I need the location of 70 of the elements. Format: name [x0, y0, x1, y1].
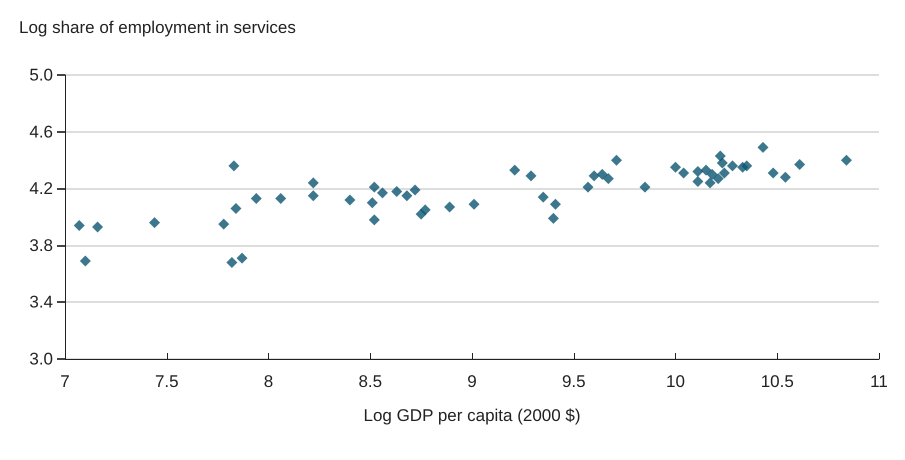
x-tick-label: 10.5 — [760, 372, 794, 391]
point — [718, 167, 730, 178]
y-tick-label: 3.8 — [29, 236, 53, 255]
point — [670, 162, 681, 173]
point — [74, 220, 85, 232]
point — [368, 182, 380, 193]
point — [639, 182, 650, 193]
x-tick-label: 8 — [264, 372, 274, 391]
point — [149, 217, 160, 228]
point — [610, 154, 622, 166]
x-tick-label: 9 — [467, 372, 477, 391]
point — [550, 198, 561, 210]
point — [726, 160, 738, 172]
point — [420, 204, 431, 216]
point — [526, 170, 537, 182]
point — [308, 190, 319, 202]
point — [700, 164, 712, 176]
point — [444, 202, 456, 213]
y-tick-label: 5.0 — [29, 66, 53, 84]
point — [780, 172, 791, 183]
point — [468, 198, 480, 210]
point — [236, 252, 248, 264]
point — [596, 168, 608, 180]
y-tick-label: 3.4 — [29, 292, 53, 312]
y-tick-label: 4.2 — [29, 179, 53, 198]
point — [92, 221, 104, 232]
x-tick-label: 11 — [870, 372, 888, 391]
point — [308, 177, 319, 188]
point — [758, 142, 769, 153]
point — [678, 167, 690, 178]
y-axis-title: Log share of employment in services — [19, 18, 296, 37]
x-tick-label: 10 — [666, 372, 685, 391]
point — [250, 193, 262, 204]
point — [401, 190, 412, 202]
point — [716, 158, 728, 169]
point — [538, 192, 549, 203]
point — [582, 182, 594, 193]
point — [548, 212, 559, 224]
point — [366, 197, 378, 208]
x-tick-label: 9.5 — [562, 372, 586, 391]
y-tick-label: 3.0 — [29, 350, 53, 368]
point — [714, 150, 726, 162]
point — [228, 160, 240, 172]
point — [704, 177, 716, 188]
point — [692, 176, 704, 187]
point — [509, 164, 520, 176]
x-axis-title: Log GDP per capita (2000 $) — [363, 406, 581, 425]
point — [840, 154, 852, 166]
point — [602, 173, 614, 184]
x-tick-label: 7.5 — [154, 372, 179, 391]
point — [588, 170, 600, 182]
y-tick-label: 4.6 — [29, 122, 53, 142]
point — [344, 194, 356, 206]
point — [712, 173, 724, 184]
point — [80, 256, 91, 267]
point — [391, 186, 402, 197]
point — [230, 202, 242, 214]
x-tick-label: 7 — [60, 372, 70, 391]
point — [692, 166, 704, 178]
x-tick-label: 8.5 — [358, 372, 382, 391]
point — [741, 160, 752, 172]
point — [368, 214, 380, 226]
point — [275, 193, 286, 204]
point — [376, 187, 388, 198]
point — [706, 168, 718, 180]
point — [226, 256, 238, 268]
point — [218, 218, 230, 230]
point — [794, 158, 806, 170]
point — [768, 167, 779, 178]
point — [410, 184, 421, 196]
